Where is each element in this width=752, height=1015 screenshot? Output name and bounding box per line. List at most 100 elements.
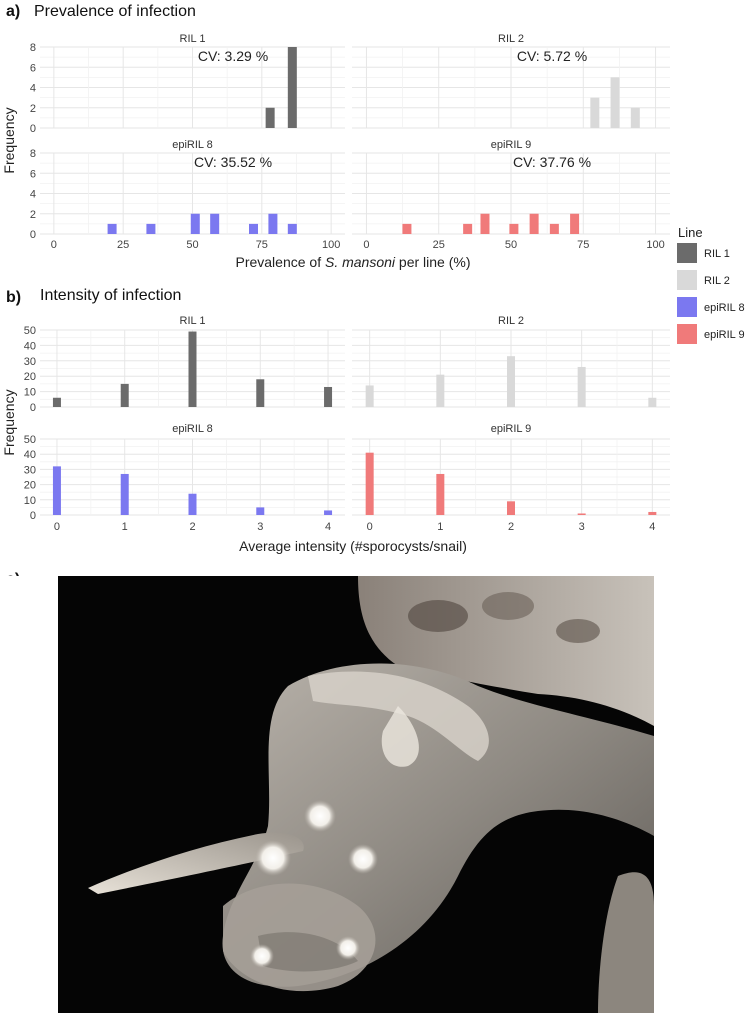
cv-annotation: CV: 37.76 % — [513, 154, 591, 170]
bar — [480, 213, 490, 234]
y-axis-label: Frequency — [1, 107, 17, 173]
x-tick-label: 3 — [579, 521, 585, 533]
bar — [509, 223, 519, 234]
x-tick-label: 3 — [257, 521, 263, 533]
facet-ril-2: RIL 2 CV: 5.72 % — [352, 33, 670, 129]
bar — [436, 374, 445, 407]
bar — [507, 501, 515, 515]
facet-ril-1: RIL 1 0 10 20 30 40 50 — [24, 315, 345, 414]
y-tick-label: 4 — [30, 189, 36, 201]
y-tick-label: 30 — [24, 356, 36, 368]
x-tick-label: 4 — [325, 521, 331, 533]
legend-swatch — [677, 324, 697, 344]
y-tick-label: 0 — [30, 402, 36, 414]
facet-ril-1: RIL 1 CV: 3.29 % 0 2 4 6 8 — [30, 33, 345, 135]
cv-annotation: CV: 35.52 % — [194, 154, 272, 170]
x-tick-label: 100 — [322, 239, 340, 251]
x-tick-label: 0 — [367, 521, 373, 533]
facet-ril-2: RIL 2 — [352, 315, 670, 408]
bar — [107, 223, 117, 234]
x-tick-label: 75 — [577, 239, 589, 251]
bar — [188, 493, 197, 515]
legend-title: Line — [678, 225, 703, 240]
y-tick-label: 50 — [24, 325, 36, 337]
x-tick-label: 1 — [122, 521, 128, 533]
bar — [570, 213, 580, 234]
x-tick-label: 25 — [433, 239, 445, 251]
bar — [648, 397, 657, 407]
y-tick-label: 8 — [30, 148, 36, 160]
facet-epiril-8: epiRIL 8 0 10 20 30 40 50 0 1 2 3 4 — [24, 423, 345, 533]
bar — [265, 107, 275, 128]
y-tick-label: 50 — [24, 434, 36, 446]
panel-a-title: Prevalence of infection — [34, 3, 196, 20]
facet-title: epiRIL 9 — [491, 423, 532, 435]
y-tick-label: 6 — [30, 168, 36, 180]
x-tick-label: 100 — [646, 239, 664, 251]
bar — [287, 47, 297, 128]
legend-label: RIL 1 — [704, 248, 730, 260]
legend-swatch — [677, 297, 697, 317]
bar — [52, 397, 61, 407]
bar — [120, 383, 129, 407]
bar — [648, 511, 657, 515]
x-tick-label: 75 — [256, 239, 268, 251]
facet-epiril-8: epiRIL 8 CV: 35.52 % 0 2 4 6 8 0 25 50 75 100 — [30, 139, 345, 251]
x-tick-label: 0 — [51, 239, 57, 251]
y-tick-label: 30 — [24, 464, 36, 476]
y-tick-label: 40 — [24, 340, 36, 352]
bar — [577, 366, 586, 407]
facet-title: RIL 2 — [498, 33, 524, 45]
panel-a-letter: a) — [6, 3, 20, 20]
x-axis-label: Average intensity (#sporocysts/snail) — [239, 538, 467, 554]
cv-annotation: CV: 5.72 % — [517, 48, 587, 64]
x-tick-label: 2 — [189, 521, 195, 533]
x-tick-label: 4 — [649, 521, 655, 533]
x-axis-label-part: Prevalence of — [235, 254, 325, 270]
bar — [402, 223, 412, 234]
facet-epiril-9: epiRIL 9 CV: 37.76 % 0 25 50 75 100 — [352, 139, 670, 251]
bar — [463, 223, 473, 234]
bar — [610, 77, 620, 128]
legend-swatch — [677, 243, 697, 263]
x-tick-label: 50 — [505, 239, 517, 251]
panel-b-letter: b) — [6, 289, 21, 306]
y-tick-label: 4 — [30, 83, 36, 95]
y-tick-label: 2 — [30, 103, 36, 115]
facet-epiril-9: epiRIL 9 0 1 2 3 4 — [352, 423, 670, 533]
legend-label: epiRIL 9 — [704, 329, 745, 341]
y-axis-label: Frequency — [1, 389, 17, 455]
bar — [436, 473, 445, 515]
x-tick-label: 50 — [186, 239, 198, 251]
x-tick-label: 1 — [437, 521, 443, 533]
y-tick-label: 10 — [24, 495, 36, 507]
x-axis-label-part: S. mansoni — [325, 254, 396, 270]
bar — [549, 223, 559, 234]
bar — [365, 452, 374, 515]
y-tick-label: 6 — [30, 62, 36, 74]
y-tick-label: 0 — [30, 123, 36, 135]
snail-photograph — [58, 576, 654, 1013]
facet-title: epiRIL 8 — [172, 139, 213, 151]
facet-title: epiRIL 9 — [491, 139, 532, 151]
bar — [324, 510, 333, 515]
bar — [190, 213, 200, 234]
y-tick-label: 0 — [30, 510, 36, 522]
bar — [256, 507, 265, 515]
bar — [529, 213, 539, 234]
bar — [577, 513, 586, 515]
facet-title: RIL 2 — [498, 315, 524, 327]
legend-swatch — [677, 270, 697, 290]
x-tick-label: 25 — [117, 239, 129, 251]
bar — [256, 379, 265, 407]
bar — [146, 223, 156, 234]
y-tick-label: 20 — [24, 480, 36, 492]
cv-annotation: CV: 3.29 % — [198, 48, 268, 64]
bar — [268, 213, 278, 234]
x-axis-label-part: per line (%) — [395, 254, 470, 270]
bar — [52, 466, 61, 515]
figure-plots: a) Prevalence of infection b) Intensity of … — [1, 3, 745, 576]
bar — [630, 107, 640, 128]
bar — [188, 331, 197, 407]
